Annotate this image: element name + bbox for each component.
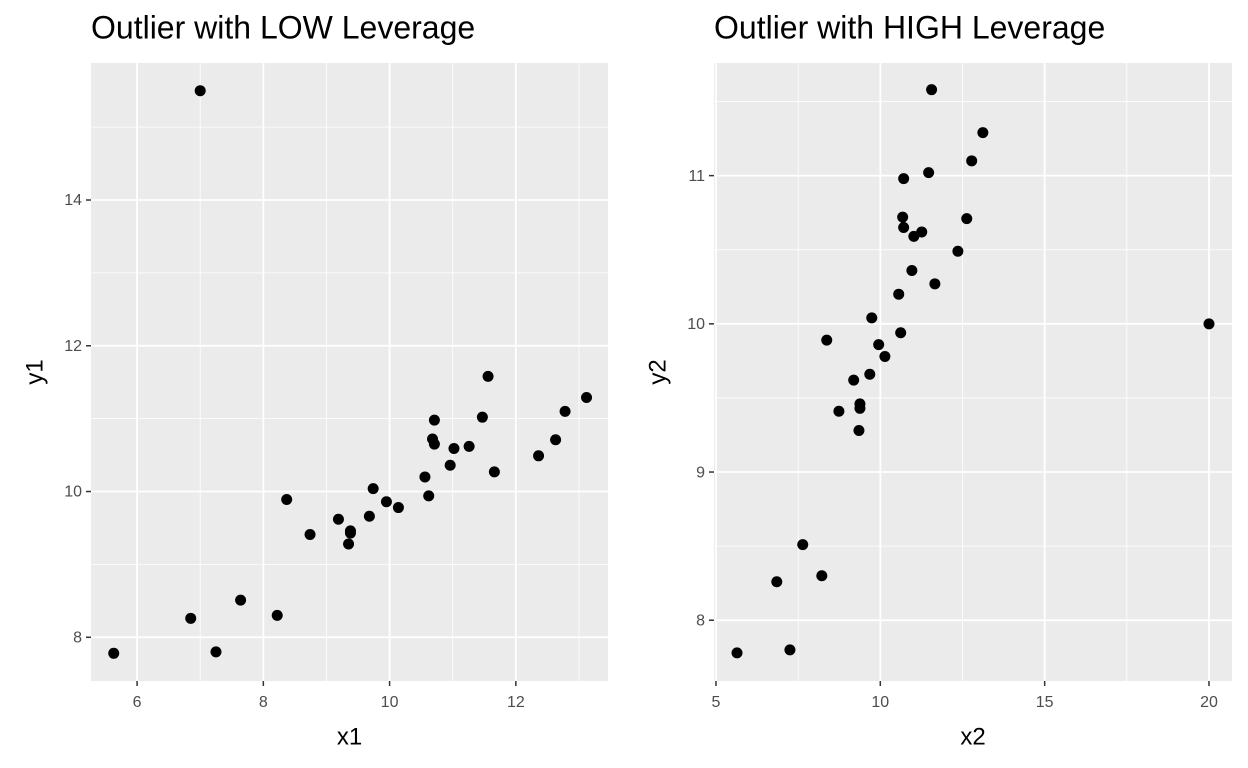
x-axis-title: x2 (960, 723, 985, 750)
point (731, 647, 743, 659)
point (392, 502, 404, 514)
y-axis-title: y2 (644, 359, 671, 384)
chart-title: Outlier with LOW Leverage (91, 9, 475, 45)
point (343, 538, 355, 550)
point (866, 312, 878, 324)
point (952, 245, 964, 257)
y-tick-label: 12 (64, 338, 82, 355)
point (853, 425, 865, 437)
point (423, 490, 435, 502)
y-tick-label: 8 (696, 612, 705, 629)
x-tick-label: 15 (1036, 694, 1054, 711)
point (966, 155, 978, 167)
point (929, 278, 941, 290)
point (873, 339, 885, 351)
point (898, 222, 910, 234)
point (816, 570, 828, 582)
point (271, 609, 283, 621)
point (281, 494, 293, 506)
point (533, 450, 545, 462)
point (898, 173, 910, 185)
point (821, 334, 833, 346)
point (864, 368, 876, 380)
x-tick-label: 8 (259, 694, 268, 711)
point (961, 213, 973, 225)
point (380, 496, 392, 508)
y-tick-label: 14 (64, 192, 82, 209)
point (332, 513, 344, 525)
point (363, 510, 375, 522)
point (344, 527, 356, 539)
y-tick-label: 10 (64, 484, 82, 501)
point (488, 466, 500, 478)
point (448, 443, 460, 455)
x-tick-label: 10 (381, 694, 399, 711)
point (185, 612, 197, 624)
point (833, 405, 845, 417)
y-tick-label: 8 (73, 629, 82, 646)
point (304, 529, 316, 541)
point (210, 646, 222, 658)
x-tick-label: 6 (133, 694, 142, 711)
point (771, 576, 783, 588)
point (916, 226, 928, 238)
point (906, 264, 918, 276)
point (419, 471, 431, 483)
point (848, 374, 860, 386)
point (235, 594, 247, 606)
y-tick-label: 9 (696, 464, 705, 481)
x-tick-label: 5 (712, 694, 721, 711)
point (463, 440, 475, 452)
point (895, 327, 907, 339)
point (482, 370, 494, 382)
x-tick-label: 10 (871, 694, 889, 711)
point (926, 84, 938, 96)
panel-background (91, 63, 608, 681)
x-axis-title: x1 (337, 723, 362, 750)
point (108, 647, 120, 659)
point (797, 539, 809, 551)
point (559, 405, 571, 417)
point (854, 402, 866, 414)
point (428, 438, 440, 450)
y-axis-title: y1 (21, 359, 48, 384)
point (367, 483, 379, 495)
point (897, 211, 909, 223)
x-tick-label: 20 (1200, 694, 1218, 711)
point (476, 411, 488, 423)
point (923, 167, 935, 179)
point (428, 414, 440, 426)
point (581, 392, 593, 404)
point (893, 288, 905, 300)
point (550, 434, 562, 446)
point (194, 85, 206, 97)
point (977, 127, 989, 139)
point (879, 350, 891, 362)
point (1203, 318, 1215, 330)
point (784, 644, 796, 656)
point (444, 459, 456, 471)
y-tick-label: 11 (688, 168, 705, 185)
x-tick-label: 12 (507, 694, 525, 711)
y-tick-label: 10 (687, 316, 705, 333)
chart-title: Outlier with HIGH Leverage (714, 9, 1105, 45)
